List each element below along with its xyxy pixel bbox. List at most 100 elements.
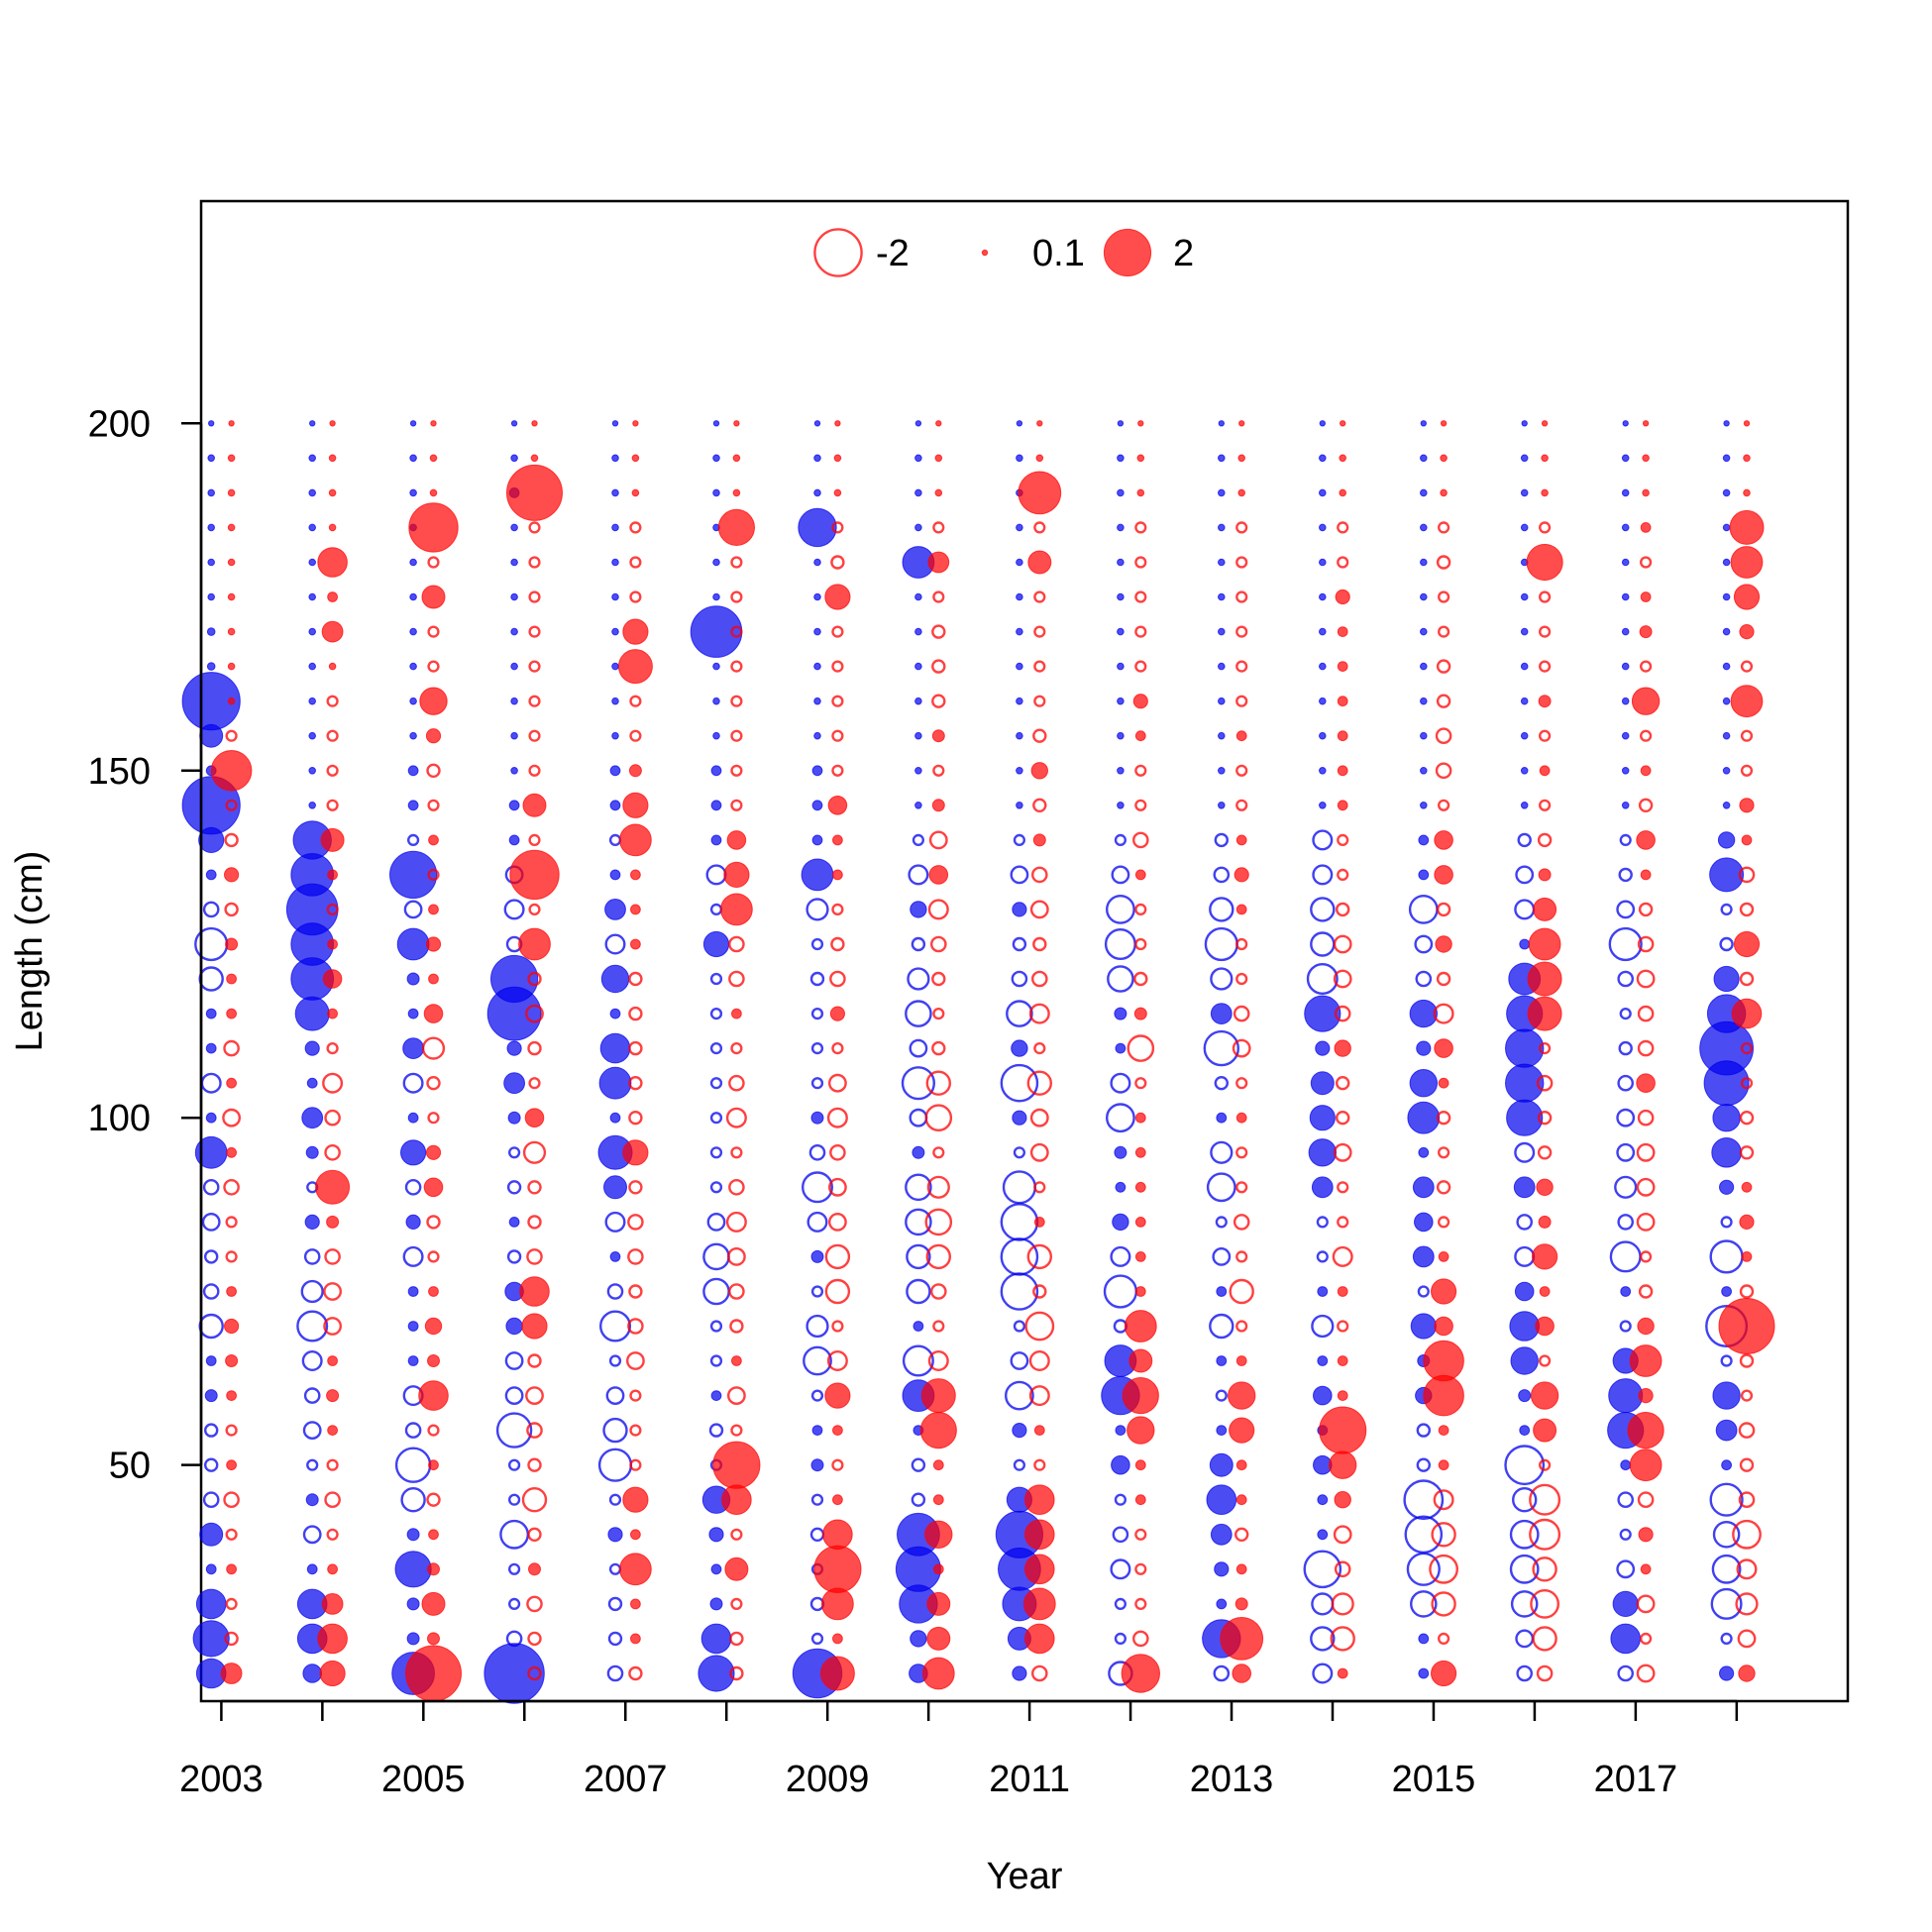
bubble-point bbox=[920, 1378, 956, 1414]
bubble-point bbox=[831, 1041, 844, 1055]
bubble-point bbox=[910, 901, 927, 918]
bubble-point bbox=[1538, 1458, 1552, 1471]
bubble-point bbox=[1612, 1590, 1639, 1618]
bubble-point bbox=[1409, 999, 1439, 1028]
bubble-point bbox=[1213, 1664, 1231, 1682]
bubble-point bbox=[611, 420, 619, 427]
bubble-point bbox=[606, 1283, 624, 1300]
bubble-point bbox=[323, 1317, 342, 1336]
bubble-point bbox=[1526, 543, 1563, 582]
bubble-point bbox=[1414, 934, 1434, 954]
bubble-point bbox=[906, 1243, 931, 1270]
bubble-point bbox=[427, 625, 440, 638]
bubble-point bbox=[831, 1320, 844, 1333]
bubble-point bbox=[831, 521, 844, 534]
bubble-point bbox=[405, 1214, 421, 1231]
bubble-point bbox=[508, 1217, 520, 1228]
bubble-point bbox=[1206, 1484, 1237, 1515]
bubble-point bbox=[1204, 926, 1238, 962]
bubble-point bbox=[527, 1180, 542, 1195]
bubble-point bbox=[914, 767, 922, 775]
bubble-point bbox=[403, 900, 423, 919]
bubble-point bbox=[628, 1180, 643, 1195]
bubble-point bbox=[1032, 936, 1047, 952]
bubble-point bbox=[712, 1441, 761, 1489]
bubble-point bbox=[315, 1169, 351, 1205]
bubble-point bbox=[1337, 1667, 1348, 1679]
bubble-point bbox=[1337, 1181, 1349, 1194]
bubble-point bbox=[932, 1563, 944, 1575]
bubble-point bbox=[327, 1563, 339, 1575]
bubble-point bbox=[1418, 1146, 1430, 1158]
bubble-point bbox=[326, 1041, 339, 1055]
bubble-point bbox=[1637, 1039, 1655, 1057]
bubble-point bbox=[802, 1171, 834, 1204]
bubble-point bbox=[1721, 1459, 1732, 1471]
bubble-point bbox=[525, 1004, 544, 1023]
bubble-point bbox=[1740, 729, 1754, 742]
bubble-point bbox=[205, 1355, 217, 1366]
bubble-point bbox=[1420, 662, 1428, 671]
bubble-point bbox=[507, 1562, 521, 1575]
bubble-point bbox=[1114, 1493, 1127, 1506]
bubble-point bbox=[1218, 731, 1226, 740]
bubble-point bbox=[1213, 866, 1231, 884]
bubble-point bbox=[1738, 1422, 1756, 1439]
bubble-point bbox=[224, 1631, 239, 1647]
bubble-point bbox=[810, 1249, 824, 1263]
bubble-point bbox=[309, 420, 316, 427]
bubble-point bbox=[528, 625, 541, 638]
bubble-point bbox=[1741, 834, 1753, 846]
bubble-point bbox=[1032, 833, 1046, 847]
bubble-point bbox=[1740, 1389, 1754, 1402]
bubble-point bbox=[407, 1321, 419, 1332]
bubble-point bbox=[1317, 1355, 1329, 1366]
bubble-point bbox=[730, 1041, 743, 1055]
bubble-point bbox=[631, 488, 640, 497]
bubble-point bbox=[619, 823, 652, 857]
bubble-point bbox=[207, 454, 215, 463]
bubble-point bbox=[1528, 927, 1561, 961]
bubble-point bbox=[1317, 1529, 1329, 1541]
bubble-point bbox=[308, 767, 317, 775]
bubble-point bbox=[1110, 1072, 1131, 1094]
bubble-point bbox=[824, 1278, 851, 1305]
bubble-point bbox=[809, 1527, 825, 1543]
bubble-point bbox=[630, 1633, 641, 1645]
bubble-point bbox=[1012, 1423, 1027, 1439]
bubble-point bbox=[1337, 765, 1348, 777]
bubble-point bbox=[830, 555, 845, 570]
bubble-point bbox=[220, 1663, 243, 1684]
bubble-point bbox=[1027, 550, 1052, 575]
bubble-point bbox=[306, 1458, 319, 1471]
bubble-point bbox=[1538, 660, 1552, 673]
bubble-point bbox=[427, 1632, 440, 1646]
bubble-point bbox=[527, 971, 542, 987]
bubble-point bbox=[1636, 1073, 1656, 1093]
bubble-point bbox=[389, 850, 438, 900]
bubble-point bbox=[698, 1655, 735, 1692]
bubble-point bbox=[1741, 1181, 1753, 1193]
bubble-point bbox=[1132, 694, 1148, 709]
bubble-point bbox=[1541, 488, 1549, 497]
bubble-point bbox=[308, 558, 317, 567]
bubble-point bbox=[909, 1108, 928, 1127]
bubble-point bbox=[1212, 1247, 1232, 1266]
bubble-point bbox=[931, 694, 946, 708]
bubble-point bbox=[1619, 1007, 1632, 1020]
bubble-point bbox=[1505, 1028, 1545, 1068]
bubble-point bbox=[926, 1591, 951, 1616]
bubble-point bbox=[1016, 662, 1023, 671]
bubble-point bbox=[1429, 1554, 1459, 1584]
bubble-point bbox=[302, 1664, 323, 1683]
bubble-point bbox=[528, 695, 541, 707]
bubble-point bbox=[202, 1283, 220, 1300]
bubble-point bbox=[1730, 685, 1764, 718]
bubble-point bbox=[308, 627, 317, 636]
bubble-point bbox=[1028, 1385, 1050, 1407]
bubble-point bbox=[1417, 1285, 1430, 1298]
bubble-point bbox=[203, 1457, 219, 1472]
bubble-point bbox=[527, 1457, 542, 1472]
bubble-point bbox=[1617, 1491, 1634, 1508]
bubble-point bbox=[1739, 1214, 1755, 1231]
